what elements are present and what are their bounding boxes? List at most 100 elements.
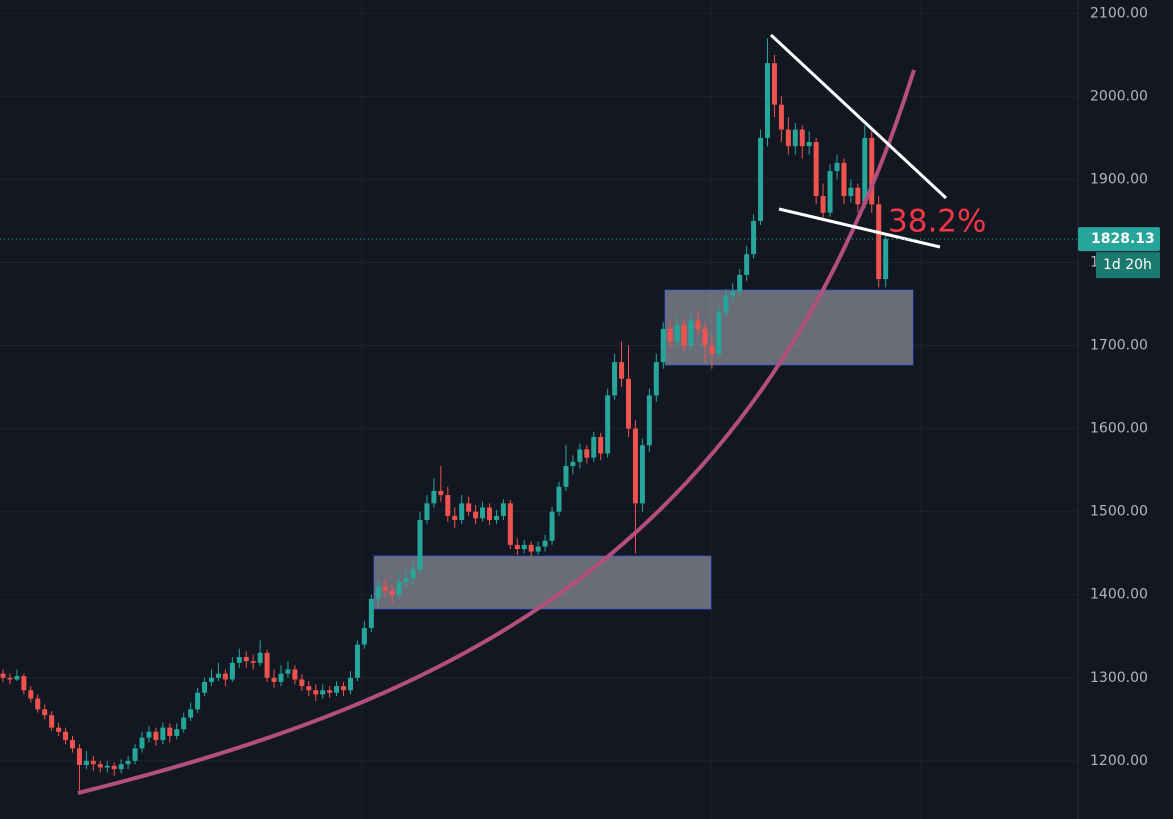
candle-body: [563, 465, 569, 487]
candle-body: [452, 515, 458, 520]
candle-body: [132, 748, 138, 761]
candle-body: [730, 291, 736, 296]
candle-body: [327, 690, 333, 693]
y-tick-label: 1700.00: [1090, 338, 1148, 354]
curve: [77, 69, 916, 795]
candle-body: [403, 578, 409, 583]
candle-body: [667, 328, 673, 342]
candle-body: [49, 715, 55, 728]
candle-body: [542, 540, 548, 547]
candle-body: [299, 679, 305, 687]
candle-body: [90, 760, 96, 765]
candle-body: [348, 677, 353, 691]
candle-body: [125, 760, 131, 765]
candle-body: [70, 740, 75, 749]
candle-body: [334, 686, 340, 693]
candle-body: [431, 490, 437, 504]
y-tick-label: 1200.00: [1090, 753, 1148, 769]
candle-body: [375, 586, 381, 599]
candle-body: [785, 129, 791, 147]
candle-body: [354, 644, 360, 678]
candle-body: [591, 436, 597, 458]
candle-body: [632, 428, 638, 504]
candle-body: [674, 324, 680, 342]
candle-body: [466, 503, 472, 512]
candle-body: [709, 345, 715, 354]
candle-body: [139, 737, 145, 749]
candle-body: [257, 652, 263, 663]
candle-body: [716, 312, 722, 354]
candle-body: [146, 731, 152, 738]
candle-body: [681, 324, 687, 346]
candle-body: [271, 677, 277, 682]
candle-body: [862, 137, 868, 205]
last-price-tag: [1078, 227, 1160, 252]
candle-body: [320, 690, 326, 695]
candle-body: [848, 187, 854, 197]
y-tick-label: 2100.00: [1090, 5, 1148, 21]
candle-body: [410, 569, 416, 579]
candle-body: [813, 142, 819, 197]
candle-body: [514, 544, 520, 550]
candle-body: [598, 436, 604, 454]
candle-body: [382, 586, 388, 591]
candle-body: [42, 709, 48, 716]
candle-body: [535, 546, 541, 552]
candle-body: [556, 486, 562, 512]
candle-body: [76, 748, 82, 766]
candle-body: [389, 590, 395, 595]
countdown-label: 1d 20h: [1103, 257, 1152, 273]
y-tick-label: 1600.00: [1090, 421, 1148, 437]
candle-body: [806, 142, 812, 147]
candle-body: [188, 709, 194, 718]
candle-body: [688, 320, 694, 346]
candle-body: [459, 503, 465, 520]
candle-body: [758, 137, 764, 221]
candle-body: [702, 328, 708, 346]
candle-body: [313, 690, 319, 695]
candle-body: [153, 731, 159, 741]
candle-body: [424, 503, 430, 520]
candle-body: [181, 717, 187, 730]
candle-body: [639, 445, 645, 504]
candle-body: [500, 503, 506, 516]
candle-body: [21, 676, 27, 691]
candle-body: [341, 686, 347, 691]
candle-body: [396, 582, 402, 595]
candle-body: [14, 676, 20, 680]
candle-body: [417, 519, 423, 570]
candle-body: [521, 544, 527, 550]
candle-body: [236, 657, 242, 663]
trend-line: [778, 207, 941, 249]
candle-body: [0, 673, 6, 678]
overlays: 38.2%: [77, 33, 986, 795]
candles: [0, 38, 889, 790]
candle-body: [63, 731, 69, 741]
y-tick-label: 1400.00: [1090, 587, 1148, 603]
candle-body: [841, 162, 847, 197]
candle-body: [160, 727, 166, 741]
candle-body: [195, 692, 201, 710]
candle-body: [765, 63, 770, 138]
candle-body: [855, 187, 861, 205]
candle-body: [202, 681, 208, 693]
candle-body: [480, 507, 486, 519]
candle-body: [577, 449, 583, 462]
price-axis: 1200.00 1300.00 1400.00 1500.00 1600.00 1700.…: [1090, 5, 1148, 769]
candle-body: [792, 129, 798, 147]
candle-body: [264, 652, 270, 678]
y-tick-label: 1500.00: [1090, 504, 1148, 520]
candle-body: [83, 760, 89, 766]
candle-body: [28, 690, 34, 699]
candle-body: [306, 686, 312, 691]
candle-body: [626, 378, 631, 429]
candle-body: [229, 662, 235, 680]
candle-body: [737, 274, 743, 292]
annotation: 38.2%: [888, 204, 986, 240]
candle-body: [97, 764, 103, 768]
candle-body: [605, 395, 611, 454]
candle-body: [222, 673, 228, 680]
